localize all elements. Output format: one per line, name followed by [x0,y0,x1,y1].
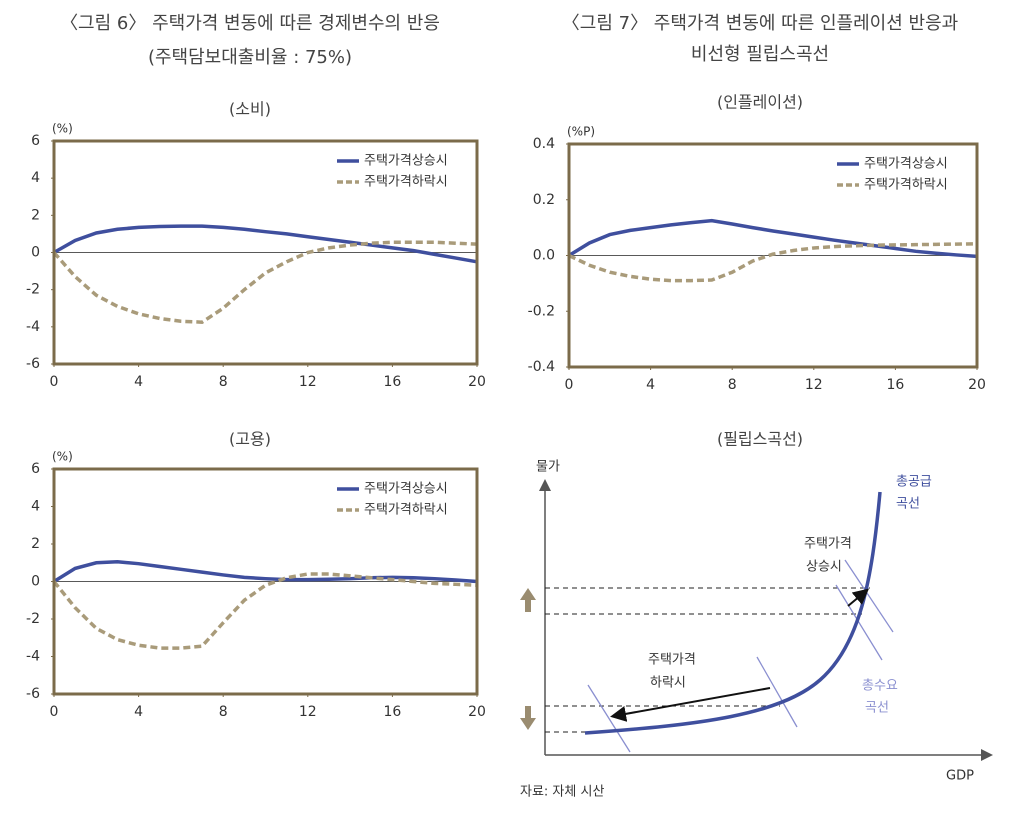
y-tick-label: -6 [26,686,40,702]
x-tick-label: 16 [886,377,904,393]
series-line [568,218,978,259]
y-tick-label: -2 [26,282,40,298]
x-axis-label: GDP [946,769,974,784]
supply-label: 곡선 [896,497,920,512]
x-tick-label: 0 [565,377,574,393]
figure-subtitle: (주택담보대출비율 : 75%) [148,47,352,68]
x-tick-label: 16 [383,704,401,720]
y-unit: (%) [52,122,73,136]
dashed-guides [545,587,870,733]
x-tick-label: 20 [468,704,486,720]
x-tick-label: 12 [805,377,823,393]
demand-curves [587,559,894,753]
y-tick-label: 6 [31,133,40,149]
legend-label: 주택가격상승시 [864,157,948,172]
legend-label: 주택가격상승시 [364,154,448,169]
y-tick-label: 2 [31,207,40,223]
rise-label: 주택가격 [804,537,852,552]
chart-title: (고용) [229,430,271,449]
series-line [568,242,978,283]
legend-label: 주택가격하락시 [364,503,448,518]
y-tick-label: 6 [31,461,40,477]
x-tick-label: 16 [383,374,401,390]
y-tick-label: 0.2 [533,192,555,208]
y-tick-label: 2 [31,536,40,552]
y-tick-label: 0 [31,574,40,590]
x-tick-label: 4 [134,374,143,390]
y-tick-label: -0.2 [528,303,555,319]
legend-label: 주택가격하락시 [864,178,948,193]
x-tick-label: 8 [728,377,737,393]
y-axis-label: 물가 [536,460,560,475]
source: 자료: 자체 시산 [520,785,604,800]
y-tick-label: -6 [26,356,40,372]
rise-label: 상승시 [806,560,842,575]
figure-subtitle: 비선형 필립스곡선 [691,44,829,65]
phillips-diagram: (필립스곡선) 물가 GDP 총공급 곡선 총수요 곡선 주택가격 상승시 주택… [520,430,993,784]
x-tick-label: 8 [219,374,228,390]
y-unit: (%P) [567,125,595,139]
legend-label: 주택가격하락시 [364,175,448,190]
plot-frame [52,139,479,366]
y-tick-label: -4 [26,649,40,665]
x-tick-label: 20 [468,374,486,390]
plot-frame [52,467,479,696]
diagram-title: (필립스곡선) [717,430,803,449]
chart-title: (인플레이션) [717,93,803,112]
series-line [52,572,478,650]
x-tick-label: 8 [219,704,228,720]
fall-arrow [610,687,771,722]
x-tick-label: 12 [299,374,317,390]
x-tick-label: 4 [134,704,143,720]
x-tick-label: 0 [50,704,59,720]
figure-title: 〈그림 7〉 주택가격 변동에 따른 인플레이션 반응과 [562,13,958,34]
x-tick-label: 12 [299,704,317,720]
series-line [53,560,478,584]
x-tick-label: 4 [646,377,655,393]
y-tick-label: 4 [31,170,40,186]
x-tick-label: 20 [968,377,986,393]
y-tick-label: 0 [31,245,40,261]
fall-label: 하락시 [650,676,686,691]
supply-curve [584,491,882,735]
demand-label: 곡선 [865,701,889,716]
series-line [52,240,478,324]
y-tick-label: 4 [31,499,40,515]
y-tick-label: -0.4 [528,359,555,375]
y-unit: (%) [52,450,73,464]
x-tick-label: 0 [50,374,59,390]
supply-label: 총공급 [896,475,932,490]
y-tick-label: 0.0 [533,248,555,264]
legend-label: 주택가격상승시 [364,482,448,497]
chart-title: (소비) [229,100,271,119]
demand-label: 총수요 [862,679,898,694]
series-line [53,224,478,264]
figure-title: 〈그림 6〉 주택가격 변동에 따른 경제변수의 반응 [60,13,440,34]
y-tick-label: -2 [26,611,40,627]
down-arrow [520,706,536,730]
y-tick-label: -4 [26,319,40,335]
rise-arrow [847,588,870,607]
fall-label: 주택가격 [648,653,696,668]
y-tick-label: 0.4 [533,136,555,152]
up-arrow [520,588,536,612]
plot-frame [567,142,979,369]
